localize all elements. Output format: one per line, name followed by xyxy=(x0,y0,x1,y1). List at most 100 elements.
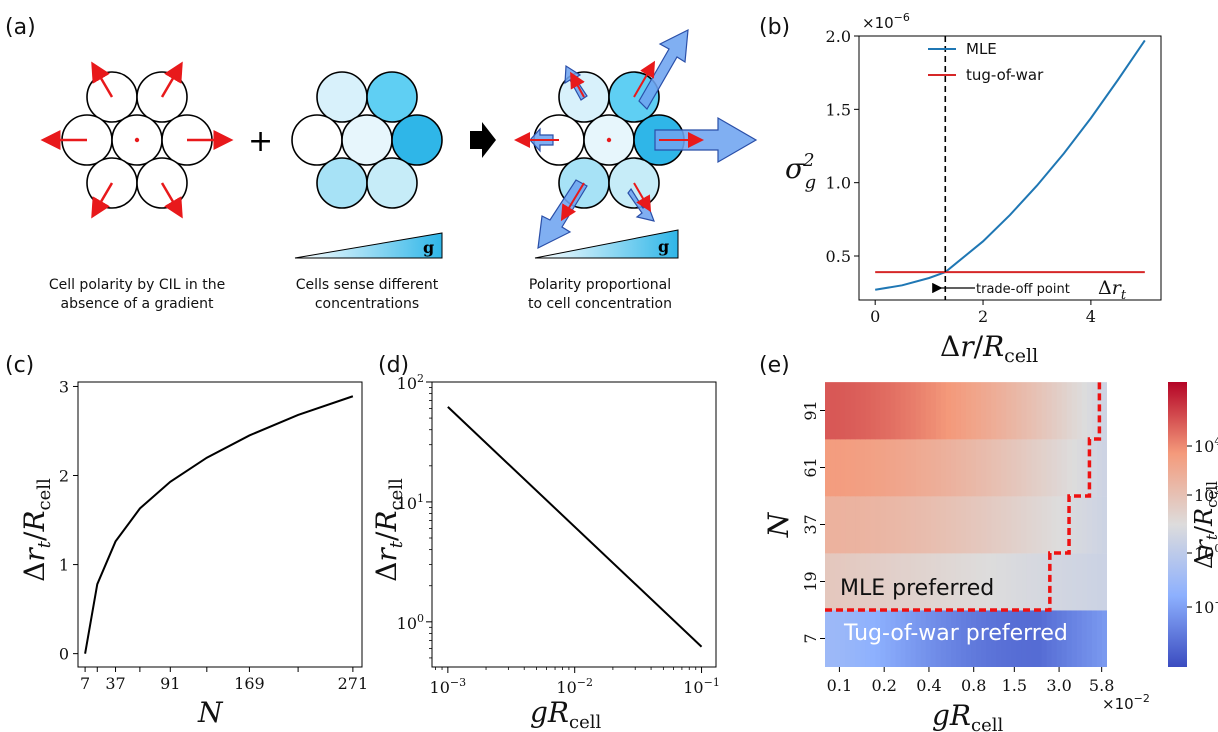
y-tick-label: 19 xyxy=(801,571,820,591)
heatmap-cell xyxy=(925,439,932,497)
heatmap-cell xyxy=(1011,496,1017,554)
heatmap-cell xyxy=(1061,439,1068,497)
heatmap-cell xyxy=(1006,439,1012,497)
heatmap-cell xyxy=(885,496,892,554)
heatmap-cell xyxy=(915,382,922,440)
heatmap-cell xyxy=(950,553,957,611)
x-tick-label: 10−2 xyxy=(556,676,593,697)
heatmap-cell xyxy=(845,553,851,611)
heatmap-cell xyxy=(895,610,902,667)
heatmap-cell xyxy=(960,439,967,497)
y-tick-label: 1.0 xyxy=(826,174,851,193)
heatmap-cell xyxy=(1011,439,1017,497)
heatmap-cell xyxy=(850,382,856,440)
heatmap-cell xyxy=(895,382,902,440)
caption-3b: to cell concentration xyxy=(528,296,672,312)
panel-label-e: (e) xyxy=(759,353,790,378)
heatmap-cell xyxy=(991,496,997,554)
panel-c-chart: 7 37 91 169 271 0 1 2 3 N Δrt/Rcell xyxy=(18,377,368,729)
x-tick-label: 0.4 xyxy=(916,676,941,695)
series-line xyxy=(447,406,703,648)
heatmap-cell xyxy=(835,610,841,667)
plot-frame xyxy=(77,381,363,668)
series-line xyxy=(84,395,354,654)
heatmap-cell xyxy=(1071,496,1078,554)
heatmap-cell xyxy=(855,382,861,440)
heatmap-cell xyxy=(945,382,952,440)
heatmap-cell xyxy=(1056,382,1063,440)
heatmap-cell xyxy=(1091,496,1098,554)
x-tick-label: 5.8 xyxy=(1089,676,1114,695)
heatmap-cell xyxy=(1026,496,1033,554)
heatmap-cell xyxy=(910,496,917,554)
heatmap-cell xyxy=(890,439,897,497)
heatmap-cell xyxy=(986,553,992,611)
heatmap-cell xyxy=(955,553,962,611)
heatmap-cell xyxy=(986,439,992,497)
colorbar-tick-label: 10−2 xyxy=(1194,596,1218,617)
heatmap-cell xyxy=(966,382,972,440)
heatmap-cell xyxy=(930,496,937,554)
heatmap-cell xyxy=(1006,496,1012,554)
heatmap-cell xyxy=(1096,553,1103,611)
heatmap-cell xyxy=(1036,382,1043,440)
heatmap-cell xyxy=(925,496,932,554)
heatmap-cell xyxy=(1081,439,1088,497)
heatmap-cell xyxy=(991,382,997,440)
heatmap-cell xyxy=(1046,496,1053,554)
heatmap-cell xyxy=(890,610,897,667)
heatmap-cell xyxy=(950,496,957,554)
heatmap-cell xyxy=(1006,610,1012,667)
heatmap-cell xyxy=(850,439,856,497)
heatmap-cell xyxy=(825,496,831,554)
heatmap-cell xyxy=(830,553,836,611)
caption-3a: Polarity proportional xyxy=(529,277,671,293)
heatmap-cell xyxy=(865,439,871,497)
heatmap-cell xyxy=(940,610,947,667)
heatmap-cell xyxy=(865,610,871,667)
heatmap-cell xyxy=(1016,439,1022,497)
panel-label-d: (d) xyxy=(378,353,409,378)
heatmap-cell xyxy=(1071,610,1078,667)
heatmap-cell xyxy=(885,382,892,440)
heatmap-cell xyxy=(966,496,972,554)
heatmap-cell xyxy=(930,382,937,440)
y-axis-label: Δrt/Rcell xyxy=(18,478,55,582)
heatmap-cell xyxy=(1051,610,1058,667)
heatmap-cell xyxy=(845,496,851,554)
heatmap-cell xyxy=(935,610,942,667)
heatmap-cell xyxy=(1046,610,1053,667)
heatmap-cell xyxy=(845,382,851,440)
heatmap-cell xyxy=(935,382,942,440)
heatmap-cell xyxy=(1001,439,1007,497)
heatmap-cell xyxy=(1101,610,1107,667)
heatmap-cell xyxy=(910,439,917,497)
heatmap-cell xyxy=(835,496,841,554)
y-tick-label: 1 xyxy=(59,556,69,575)
annotation-symbol: Δrt xyxy=(1098,277,1127,303)
heatmap-cell xyxy=(996,610,1002,667)
heatmap-cell xyxy=(880,553,887,611)
preference-boundary xyxy=(825,382,1102,612)
heatmap-cell xyxy=(955,439,962,497)
heatmap-cell xyxy=(955,610,962,667)
heatmap-cell xyxy=(1066,496,1073,554)
x-axis-label: N xyxy=(197,696,224,729)
heatmap-cell xyxy=(1096,496,1103,554)
heatmap-cell xyxy=(996,439,1002,497)
heatmap-cell xyxy=(1061,553,1068,611)
heatmap-cell xyxy=(1086,496,1093,554)
heatmap-cell xyxy=(1086,553,1093,611)
heatmap-cell xyxy=(1081,610,1088,667)
x-tick-label: 169 xyxy=(234,674,265,693)
heatmap-cell xyxy=(960,496,967,554)
panel-a-schematic: + g xyxy=(40,28,758,312)
panel-label-b: (b) xyxy=(759,15,790,40)
heatmap-cell xyxy=(966,610,972,667)
colorbar-tick-label: 102 xyxy=(1194,484,1218,505)
heatmap-cell xyxy=(1071,439,1078,497)
heatmap-cell xyxy=(1086,610,1093,667)
heatmap-cell xyxy=(900,439,907,497)
caption-1b: absence of a gradient xyxy=(61,296,214,312)
heatmap-cell xyxy=(910,382,917,440)
